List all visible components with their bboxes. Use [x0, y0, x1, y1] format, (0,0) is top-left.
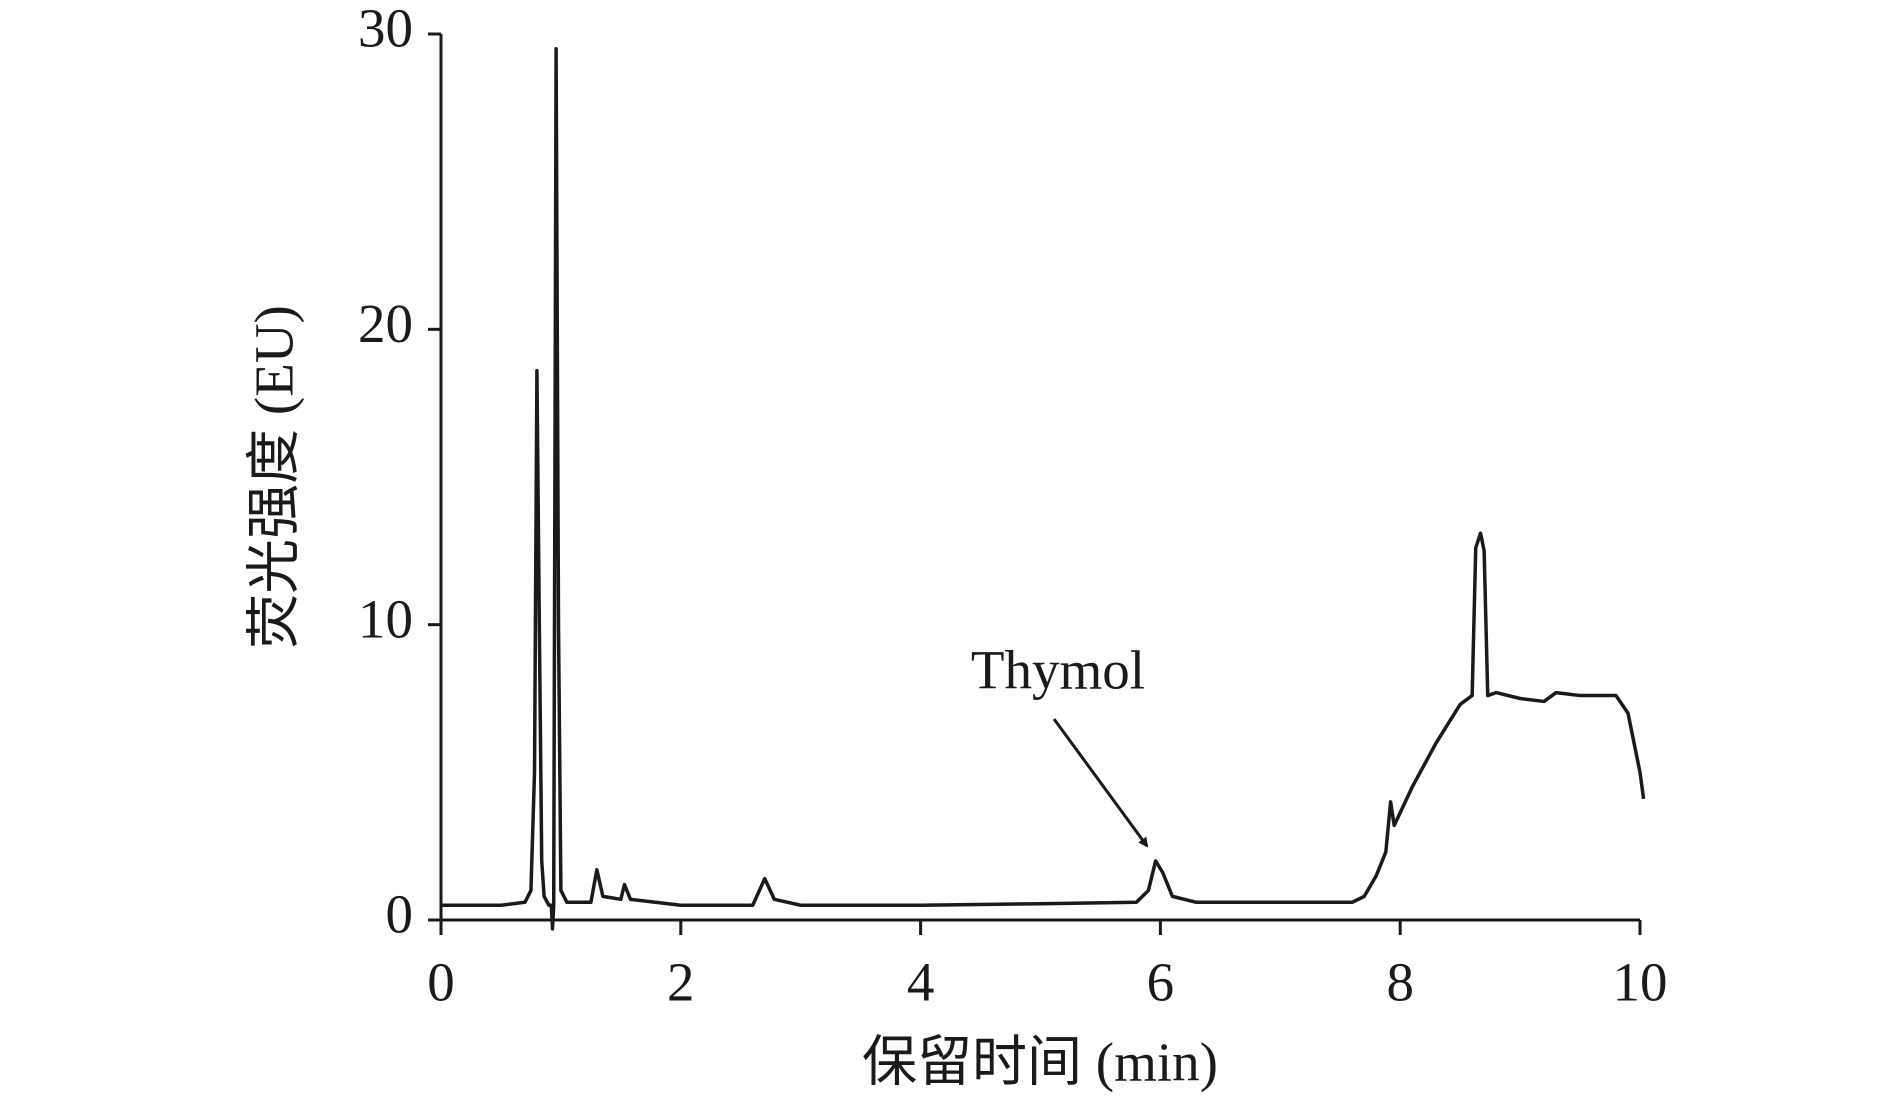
y-tick-label: 0: [386, 884, 414, 945]
x-tick-label: 2: [667, 952, 695, 1013]
data-line: [441, 47, 1646, 931]
x-tick-label: 4: [907, 952, 935, 1013]
y-tick-label: 20: [358, 293, 413, 354]
x-tick-label: 0: [427, 952, 455, 1013]
x-axis-label: 保留时间 (min): [862, 1032, 1218, 1093]
y-axis-label: 荧光强度 (EU): [244, 305, 305, 649]
x-tick-label: 6: [1147, 952, 1175, 1013]
y-tick-label: 30: [358, 0, 413, 59]
y-tick-label: 10: [358, 588, 413, 649]
annotation: Thymol: [971, 640, 1145, 701]
x-tick-label: 10: [1613, 952, 1668, 1013]
x-tick-label: 8: [1386, 952, 1414, 1013]
annotation-arrow: [1052, 718, 1149, 848]
